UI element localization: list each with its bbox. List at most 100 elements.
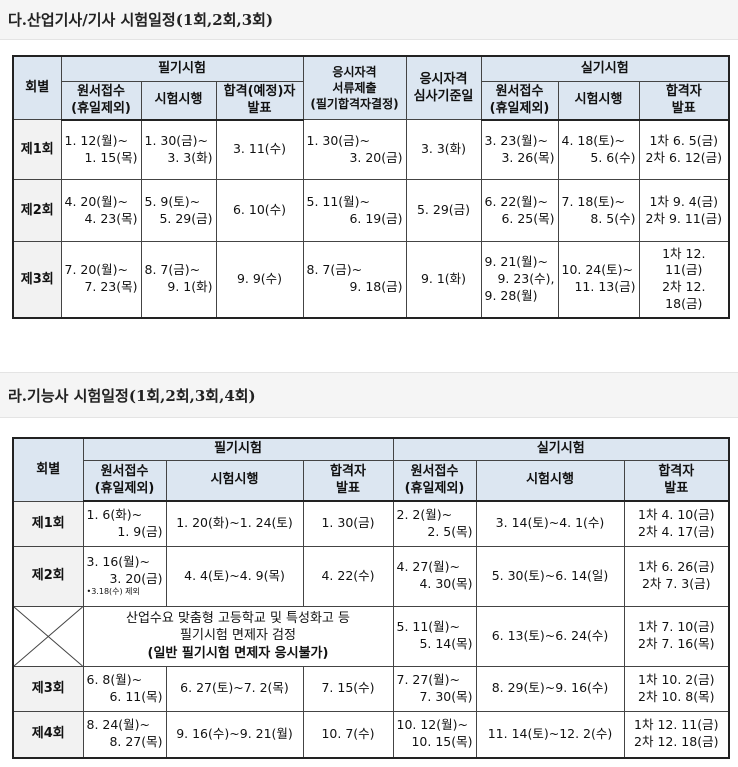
cell-line: 3. 20(금) <box>349 149 403 165</box>
cell-line: 7. 27(월)~ <box>396 671 461 687</box>
schedule-cell: 1차 9. 4(금) 2차 9. 11(금) <box>638 179 730 243</box>
cell-line: 8. 27(목) <box>109 734 163 750</box>
cell-line: 1. 20(화)~1. 24(토) <box>176 515 293 531</box>
schedule-cell: 9. 9(수) <box>215 241 304 319</box>
schedule-cell: 9. 1(화) <box>405 241 482 319</box>
schedule-cell: 1차 12. 11(금) 2차 12. 18(금) <box>638 241 730 319</box>
cell-line: 1차 6. 5(금) <box>649 132 719 148</box>
cell-line: 4. 23(목) <box>84 210 138 226</box>
table-row: 제4회 8. 24(월)~ 8. 27(목) 9. 16(수)~9. 21(월) 10.… <box>12 710 730 759</box>
cell-line: 1. 15(목) <box>84 149 138 165</box>
cell-line: 2. 5(목) <box>427 523 473 539</box>
schedule-cell: 1. 30(금)~ 3. 20(금) <box>302 119 407 181</box>
header-sub: 합격자 발표 <box>302 459 394 502</box>
cell-line: 3. 16(월)~ <box>86 553 151 569</box>
schedule-cell: 1차 12. 11(금) 2차 12. 18(금) <box>623 710 730 759</box>
schedule-cell: 6. 8(월)~ 6. 11(목) <box>82 665 167 712</box>
cell-line: 1. 12(월)~ <box>64 132 129 148</box>
cell-line: 4. 30(목) <box>419 576 473 591</box>
table-row: 제1회 1. 6(화)~ 1. 9(금) 1. 20(화)~1. 24(토) 1. 30… <box>12 500 730 547</box>
header-round: 회별 <box>12 437 84 502</box>
cell-line: 3. 20(금) <box>109 570 163 586</box>
cell-line: 8. 7(금)~ <box>306 262 363 278</box>
section-title-craftsman: 라.기능사 시험일정(1회,2회,3회,4회) <box>0 372 738 418</box>
schedule-cell: 9. 16(수)~9. 21(월) <box>165 710 304 759</box>
schedule-cell: 3. 11(수) <box>215 119 304 181</box>
cell-line: 2차 7. 16(목) <box>638 636 715 651</box>
header-sub: 원서접수 (휴일제외) <box>82 459 167 502</box>
cell-line: 2차 12. 18(금) <box>634 734 719 750</box>
schedule-cell: 1. 6(화)~ 1. 9(금) <box>82 500 167 547</box>
header-document-submission: 응시자격 서류제출 (필기합격자결정) <box>302 55 407 121</box>
cell-line: 5. 29(금) <box>416 202 471 218</box>
header-sub: 원서접수 (휴일제외) <box>60 80 142 121</box>
exemption-note-line: (일반 필기시험 면제자 응시불가) <box>147 645 329 661</box>
cell-line: 5. 11(월)~ <box>396 619 461 635</box>
cell-line: 10. 15(목) <box>411 734 473 750</box>
schedule-cell: 10. 7(수) <box>302 710 394 759</box>
cell-line: 1. 9(금) <box>117 523 163 539</box>
cell-line: 4. 4(토)~4. 9(목) <box>184 567 285 583</box>
not-applicable-cell <box>12 605 84 667</box>
cell-line: 6. 8(월)~ <box>86 671 143 687</box>
cell-note: •3.18(수) 제외 <box>86 587 140 597</box>
cell-line: 3. 3(화) <box>420 141 467 157</box>
cell-line: 3. 14(토)~4. 1(수) <box>495 515 605 531</box>
schedule-cell: 8. 7(금)~ 9. 1(화) <box>140 241 217 319</box>
schedule-cell: 5. 30(토)~6. 14(일) <box>475 545 625 607</box>
cell-line: 5. 11(월)~ <box>306 193 371 209</box>
schedule-cell: 1. 20(화)~1. 24(토) <box>165 500 304 547</box>
exemption-note-line: 산업수요 맞춤형 고등학교 및 특성화고 등 <box>126 610 350 626</box>
cell-line: 8. 29(토)~9. 16(수) <box>491 680 609 696</box>
cell-line: 2차 4. 17(금) <box>638 523 715 539</box>
cell-line: 2차 10. 8(목) <box>638 688 715 704</box>
header-written-exam: 필기시험 <box>60 55 304 82</box>
cell-line: 5. 30(토)~6. 14(일) <box>491 567 609 583</box>
schedule-cell: 6. 10(수) <box>215 179 304 243</box>
round-label: 제2회 <box>12 545 84 607</box>
schedule-cell: 3. 23(월)~ 3. 26(목) <box>480 119 559 181</box>
cell-line: 9. 16(수)~9. 21(월) <box>176 725 293 741</box>
schedule-cell: 4. 4(토)~4. 9(목) <box>165 545 304 607</box>
section-title-industrial-engineer: 다.산업기사/기사 시험일정(1회,2회,3회) <box>0 0 738 40</box>
cell-line: 8. 5(수) <box>590 210 636 226</box>
cell-line: 8. 7(금)~ <box>144 262 201 278</box>
cross-icon <box>14 607 83 666</box>
header-sub: 시험시행 <box>140 80 217 121</box>
schedule-cell: 1. 30(금) <box>302 500 394 547</box>
schedule-cell: 5. 11(월)~ 5. 14(목) <box>392 605 477 667</box>
cell-line: 5. 14(목) <box>419 636 473 651</box>
schedule-cell: 7. 27(월)~ 7. 30(목) <box>392 665 477 712</box>
cell-line: 7. 18(토)~ <box>561 193 626 209</box>
cell-line: 9. 9(수) <box>236 270 283 286</box>
table-row: 제1회 1. 12(월)~ 1. 15(목) 1. 30(금)~ 3. 3(화) 3. 1… <box>12 119 730 181</box>
cell-line: 10. 24(토)~ <box>561 262 634 278</box>
table-row: 제2회 3. 16(월)~ 3. 20(금) •3.18(수) 제외 4. 4(토)~4… <box>12 545 730 607</box>
cell-line: 3. 23(월)~ <box>484 132 549 148</box>
schedule-cell: 5. 29(금) <box>405 179 482 243</box>
cell-line: 6. 19(금) <box>349 210 403 226</box>
cell-line: 3. 26(목) <box>501 149 555 165</box>
schedule-cell: 6. 22(월)~ 6. 25(목) <box>480 179 559 243</box>
header-sub: 시험시행 <box>557 80 640 121</box>
round-label: 제3회 <box>12 241 62 319</box>
schedule-cell: 1차 6. 5(금) 2차 6. 12(금) <box>638 119 730 181</box>
header-sub: 시험시행 <box>165 459 304 502</box>
cell-line: 9. 23(수), <box>497 270 555 286</box>
schedule-cell: 9. 21(월)~ 9. 23(수), 9. 28(월) <box>480 241 559 319</box>
schedule-cell: 8. 24(월)~ 8. 27(목) <box>82 710 167 759</box>
cell-line: 1차 12. 11(금) <box>634 717 719 733</box>
table-row: 산업수요 맞춤형 고등학교 및 특성화고 등 필기시험 면제자 검정 (일반 필기시… <box>12 605 730 667</box>
schedule-cell: 1차 6. 26(금) 2차 7. 3(금) <box>623 545 730 607</box>
cell-line: 6. 25(목) <box>501 210 555 226</box>
header-practical-exam: 실기시험 <box>480 55 730 82</box>
schedule-cell: 10. 24(토)~ 11. 13(금) <box>557 241 640 319</box>
cell-line: 5. 9(토)~ <box>144 193 201 209</box>
table-row: 제3회 7. 20(월)~ 7. 23(목) 8. 7(금)~ 9. 1(화) 9. 9(… <box>12 241 730 319</box>
round-label: 제1회 <box>12 500 84 547</box>
schedule-cell: 4. 20(월)~ 4. 23(목) <box>60 179 142 243</box>
schedule-cell: 10. 12(월)~ 10. 15(목) <box>392 710 477 759</box>
table-row: 제3회 6. 8(월)~ 6. 11(목) 6. 27(토)~7. 2(목) 7. 15… <box>12 665 730 712</box>
header-practical-exam: 실기시험 <box>392 437 730 461</box>
round-label: 제2회 <box>12 179 62 243</box>
